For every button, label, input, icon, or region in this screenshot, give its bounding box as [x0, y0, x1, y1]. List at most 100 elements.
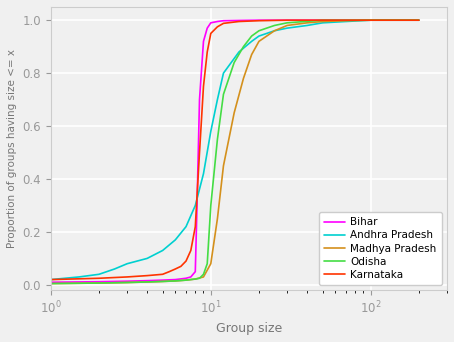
Madhya Pradesh [173, 279, 178, 283]
Bihar [48, 280, 54, 284]
Karnataka [188, 248, 193, 252]
Madhya Pradesh [215, 216, 220, 221]
Andhra Pradesh [272, 29, 277, 33]
Odisha [160, 279, 165, 284]
Madhya Pradesh [284, 23, 290, 27]
X-axis label: Group size: Group size [216, 322, 282, 335]
Karnataka [160, 272, 165, 276]
Madhya Pradesh [160, 279, 165, 284]
Andhra Pradesh [173, 238, 178, 242]
Karnataka [201, 84, 206, 89]
Andhra Pradesh [160, 248, 165, 252]
Odisha [144, 280, 150, 284]
Odisha [221, 92, 226, 96]
Karnataka [178, 264, 183, 268]
Line: Karnataka: Karnataka [51, 20, 419, 280]
Andhra Pradesh [320, 21, 326, 25]
Madhya Pradesh [320, 19, 326, 24]
Madhya Pradesh [48, 281, 54, 286]
Odisha [249, 34, 254, 38]
Bihar [144, 279, 150, 283]
Karnataka [197, 150, 202, 155]
Andhra Pradesh [144, 256, 150, 261]
Odisha [192, 277, 198, 281]
Bihar [204, 26, 210, 30]
Madhya Pradesh [96, 281, 102, 285]
Odisha [173, 279, 178, 283]
Karnataka [167, 269, 172, 274]
Andhra Pradesh [76, 275, 82, 279]
Madhya Pradesh [368, 18, 374, 22]
Andhra Pradesh [192, 203, 198, 208]
Bihar [173, 278, 178, 282]
Madhya Pradesh [343, 19, 349, 23]
Legend: Bihar, Andhra Pradesh, Madhya Pradesh, Odisha, Karnataka: Bihar, Andhra Pradesh, Madhya Pradesh, O… [319, 212, 442, 285]
Andhra Pradesh [249, 39, 254, 43]
Line: Andhra Pradesh: Andhra Pradesh [51, 20, 419, 280]
Bihar [183, 276, 189, 280]
Andhra Pradesh [396, 18, 402, 22]
Odisha [201, 272, 206, 276]
Karnataka [204, 50, 210, 54]
Andhra Pradesh [183, 225, 189, 229]
Madhya Pradesh [183, 278, 189, 282]
Andhra Pradesh [124, 262, 130, 266]
Bihar [194, 203, 200, 208]
Karnataka [320, 18, 326, 22]
Karnataka [183, 259, 189, 263]
Odisha [320, 18, 326, 22]
Andhra Pradesh [48, 278, 54, 282]
Andhra Pradesh [368, 18, 374, 22]
Karnataka [221, 21, 226, 25]
Bihar [188, 275, 193, 279]
Odisha [272, 23, 277, 27]
Karnataka [144, 274, 150, 278]
Madhya Pradesh [272, 29, 277, 33]
Madhya Pradesh [304, 21, 310, 25]
Bihar [221, 19, 226, 23]
Bihar [197, 97, 202, 102]
Madhya Pradesh [124, 280, 130, 285]
Andhra Pradesh [208, 129, 213, 133]
Andhra Pradesh [416, 18, 422, 22]
Odisha [215, 137, 220, 141]
Karnataka [124, 275, 130, 279]
Odisha [256, 29, 262, 33]
Karnataka [215, 25, 220, 29]
Bihar [96, 280, 102, 284]
Karnataka [208, 31, 213, 36]
Madhya Pradesh [201, 275, 206, 279]
Bihar [215, 19, 220, 24]
Andhra Pradesh [112, 267, 117, 271]
Odisha [241, 44, 246, 49]
Odisha [124, 280, 130, 285]
Bihar [192, 269, 198, 274]
Karnataka [284, 18, 290, 22]
Odisha [416, 18, 422, 22]
Andhra Pradesh [343, 19, 349, 24]
Karnataka [173, 267, 178, 271]
Karnataka [236, 19, 242, 24]
Andhra Pradesh [96, 272, 102, 276]
Line: Madhya Pradesh: Madhya Pradesh [51, 20, 419, 284]
Bihar [368, 18, 374, 22]
Madhya Pradesh [232, 111, 237, 115]
Andhra Pradesh [221, 71, 226, 75]
Odisha [183, 278, 189, 282]
Odisha [232, 61, 237, 65]
Madhya Pradesh [249, 53, 254, 57]
Bihar [236, 18, 242, 23]
Odisha [284, 21, 290, 25]
Odisha [96, 281, 102, 285]
Bihar [284, 18, 290, 22]
Andhra Pradesh [304, 23, 310, 27]
Line: Bihar: Bihar [51, 20, 419, 282]
Bihar [160, 278, 165, 282]
Karnataka [48, 278, 54, 282]
Odisha [197, 276, 202, 280]
Y-axis label: Proportion of groups having size <= x: Proportion of groups having size <= x [7, 49, 17, 248]
Andhra Pradesh [201, 172, 206, 176]
Odisha [208, 203, 213, 208]
Bihar [320, 18, 326, 22]
Odisha [48, 281, 54, 286]
